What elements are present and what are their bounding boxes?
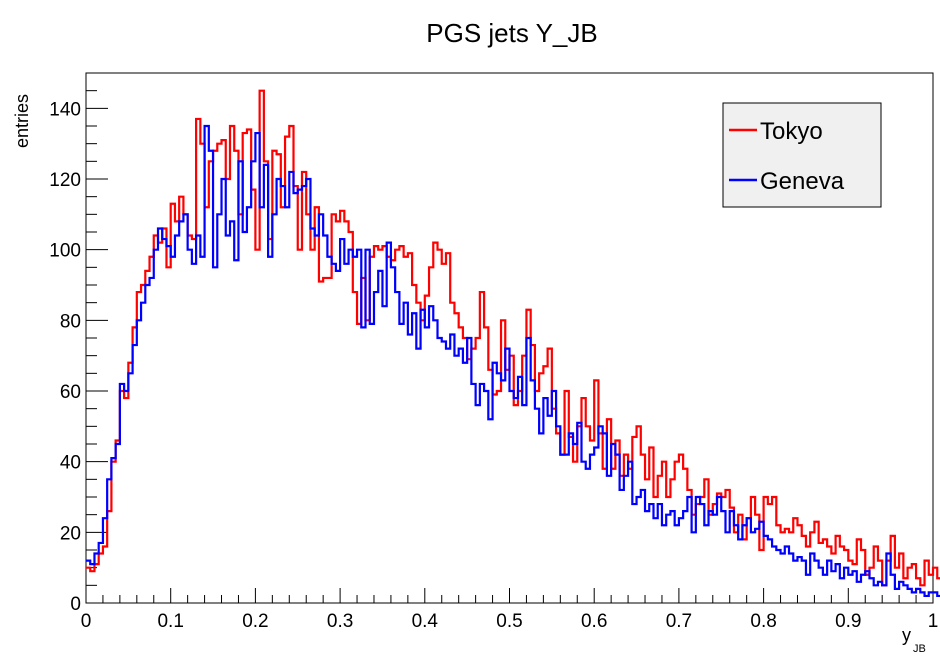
x-tick-label: 0.3 — [327, 611, 353, 632]
x-tick-label: 0.7 — [666, 611, 692, 632]
y-tick-label: 20 — [60, 523, 81, 544]
y-tick-label: 60 — [60, 382, 81, 403]
x-tick-label: 1 — [928, 611, 939, 632]
x-tick-label: 0.5 — [496, 611, 522, 632]
x-axis-label-sub: JB — [913, 643, 926, 655]
x-axis-label-main: y — [902, 625, 911, 645]
y-axis-ticks: 0 20 40 60 80 100 120 140 — [49, 72, 108, 615]
x-tick-label: 0.8 — [750, 611, 776, 632]
x-tick-label: 0.2 — [242, 611, 268, 632]
series-layer — [86, 89, 940, 598]
legend-label-geneva: Geneva — [760, 168, 845, 195]
legend: Tokyo Geneva — [722, 102, 882, 208]
chart-title: PGS jets Y_JB — [426, 18, 598, 48]
x-tick-label: 0.1 — [157, 611, 183, 632]
x-tick-label: 0 — [81, 611, 92, 632]
legend-box — [722, 102, 882, 208]
y-axis-label: entries — [12, 94, 32, 148]
x-tick-label: 0.6 — [581, 611, 607, 632]
x-tick-label: 0.4 — [412, 611, 439, 632]
y-tick-label: 120 — [49, 170, 81, 191]
y-tick-label: 40 — [60, 453, 81, 474]
series-geneva — [86, 124, 940, 598]
x-axis-label: y — [902, 625, 911, 645]
x-tick-label: 0.9 — [835, 611, 861, 632]
y-tick-label: 0 — [70, 594, 81, 615]
x-axis-ticks: 0 0.1 0.2 0.3 0.4 0.5 0.6 0.7 0.8 0.9 1 — [81, 588, 939, 632]
legend-label-tokyo: Tokyo — [760, 118, 823, 145]
y-tick-label: 100 — [49, 241, 81, 262]
y-tick-label: 80 — [60, 311, 81, 332]
y-tick-label: 140 — [49, 99, 81, 120]
